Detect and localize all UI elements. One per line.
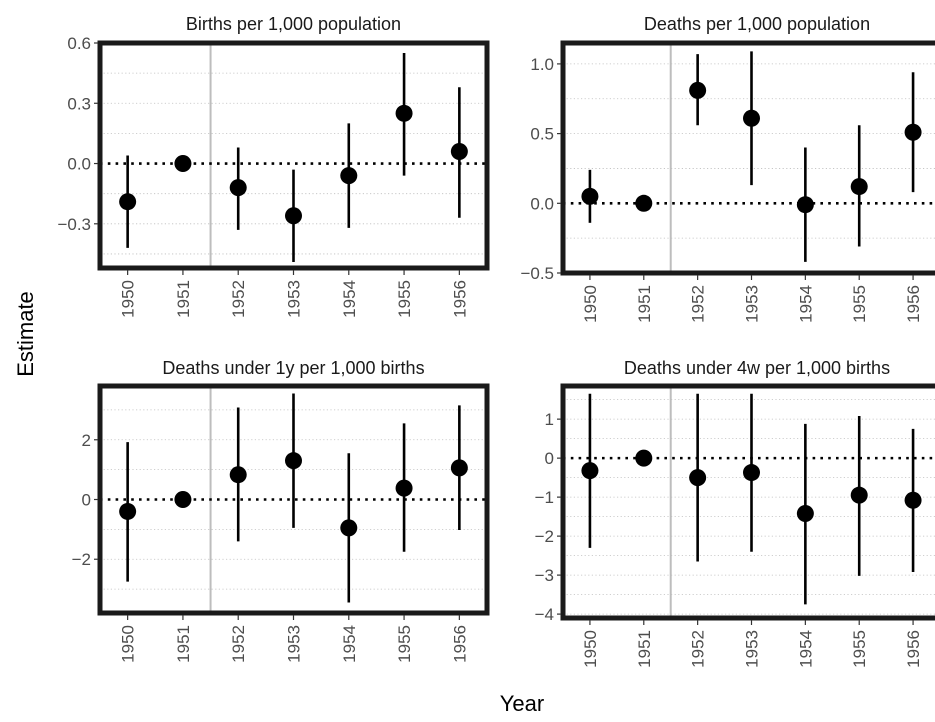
panel-title: Deaths per 1,000 population [644,14,870,34]
plot-area [563,386,935,618]
panel-frame [560,40,935,276]
point-1954 [340,167,358,185]
y-tick-label: 2 [82,431,91,450]
point-1953 [285,207,302,225]
x-tick-label-1950: 1950 [119,280,138,318]
y-tick-label: −4 [535,605,554,624]
x-tick-label-1956: 1956 [904,285,923,323]
y-tick-label: 0.0 [530,194,554,213]
x-tick-label-1953: 1953 [285,625,304,663]
panel-4: Deaths under 4w per 1,000 births −4 −3 −2 −1… [535,358,935,668]
x-tick-label-1954: 1954 [340,280,359,318]
x-tick-label-1952: 1952 [229,280,248,318]
panel-frame [97,383,490,616]
panel-title: Deaths under 4w per 1,000 births [624,358,890,378]
x-tick-label-1950: 1950 [581,630,600,668]
panel-2: Deaths per 1,000 population −0.5 0.0 0.5 1.0… [520,14,935,323]
point-1950 [581,187,599,205]
point-1951 [174,155,192,173]
x-tick-label-1951: 1951 [635,630,654,668]
x-tick-label-1956: 1956 [904,630,923,668]
x-tick-label-1950: 1950 [119,625,138,663]
panel-title: Deaths under 1y per 1,000 births [162,358,424,378]
plot-area [100,386,487,613]
x-tick-label-1955: 1955 [850,630,869,668]
plot-area [100,43,487,268]
point-1955 [395,479,413,497]
point-1953 [743,109,760,127]
point-1956 [904,123,922,141]
x-tick-label-1955: 1955 [850,285,869,323]
y-tick-label: 0.5 [530,125,554,144]
plot-area [563,43,935,273]
y-tick-label: 0 [545,449,554,468]
point-1950 [119,502,137,520]
point-1954 [340,519,358,537]
x-tick-label-1954: 1954 [796,285,815,323]
x-tick-label-1956: 1956 [450,625,469,663]
panel-1: Births per 1,000 population −0.3 0.0 0.3 0.6… [57,14,490,318]
point-1955 [850,178,868,196]
point-1952 [229,466,247,484]
x-axis-title: Year [500,691,544,716]
point-1955 [850,486,868,504]
x-tick-label-1951: 1951 [174,280,193,318]
point-1952 [689,469,707,487]
x-tick-label-1951: 1951 [174,625,193,663]
y-tick-label: 1 [545,410,554,429]
x-tick-label-1951: 1951 [635,285,654,323]
x-tick-label-1956: 1956 [450,280,469,318]
y-axis-title: Estimate [13,291,38,377]
point-1954 [796,196,814,214]
y-tick-label: 0.6 [67,34,91,53]
point-1952 [229,179,247,197]
point-1950 [119,193,137,211]
x-tick-label-1952: 1952 [689,285,708,323]
point-1950 [581,462,599,480]
x-tick-label-1955: 1955 [395,625,414,663]
point-1956 [450,459,468,477]
x-tick-label-1954: 1954 [796,630,815,668]
y-tick-label: −0.3 [57,215,91,234]
panel-title: Births per 1,000 population [186,14,401,34]
y-tick-label: −2 [535,527,554,546]
point-1951 [174,491,192,508]
y-tick-label: −3 [535,566,554,585]
y-tick-label: −2 [72,550,91,569]
y-tick-label: 0.3 [67,94,91,113]
panel-frame [97,40,490,271]
point-1952 [689,81,707,99]
panel-frame [560,383,935,621]
x-tick-label-1952: 1952 [689,630,708,668]
y-tick-label: 0 [82,491,91,510]
point-1953 [743,464,760,482]
point-1951 [635,449,653,467]
x-tick-label-1953: 1953 [743,630,762,668]
y-tick-label: 1.0 [530,55,554,74]
point-1956 [450,142,468,160]
x-tick-label-1954: 1954 [340,625,359,663]
y-tick-label: 0.0 [67,155,91,174]
point-1956 [904,491,922,509]
point-1951 [635,194,653,212]
x-tick-label-1953: 1953 [285,280,304,318]
x-tick-label-1950: 1950 [581,285,600,323]
panels: Births per 1,000 population −0.3 0.0 0.3 0.6… [57,14,935,668]
y-tick-label: −0.5 [520,264,554,283]
x-tick-label-1955: 1955 [395,280,414,318]
point-1953 [285,452,302,470]
x-tick-label-1952: 1952 [229,625,248,663]
x-tick-label-1953: 1953 [743,285,762,323]
point-1955 [395,104,413,122]
y-tick-label: −1 [535,488,554,507]
panel-3: Deaths under 1y per 1,000 births −2 0 2 1950… [72,358,490,663]
point-1954 [796,505,814,523]
